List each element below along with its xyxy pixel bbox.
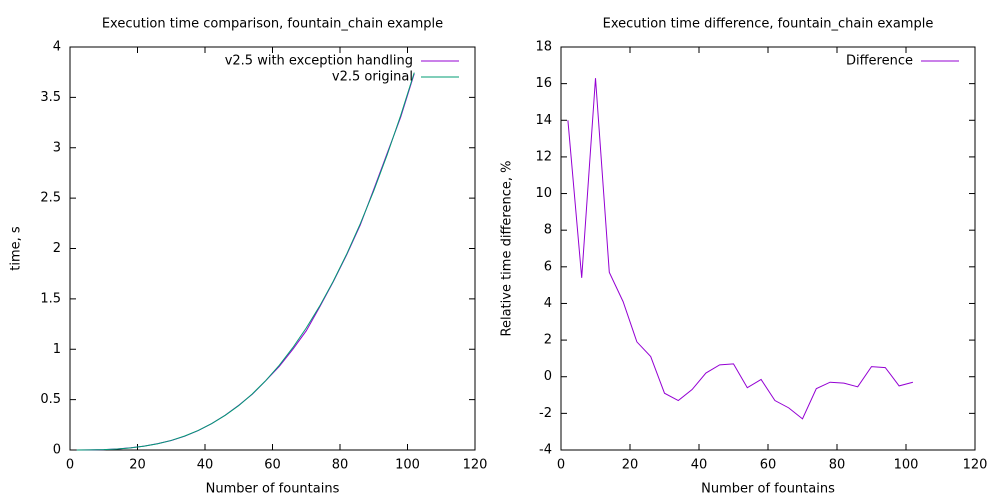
legend-label: Difference	[846, 54, 913, 69]
y-tick-label: 10	[535, 186, 552, 201]
x-tick-label: 80	[829, 458, 846, 473]
x-tick-label: 120	[463, 458, 488, 473]
y-tick-label: 0.5	[40, 392, 61, 407]
chart-title: Execution time comparison, fountain_chai…	[102, 17, 443, 32]
x-tick-label: 100	[894, 458, 919, 473]
y-tick-label: 2	[544, 333, 552, 348]
legend-label: v2.5 original	[332, 70, 413, 85]
x-tick-label: 60	[264, 458, 281, 473]
y-tick-label: 4	[544, 296, 552, 311]
x-tick-label: 0	[557, 458, 565, 473]
x-tick-label: 100	[395, 458, 420, 473]
y-tick-label: 6	[544, 259, 552, 274]
x-tick-label: 80	[332, 458, 349, 473]
x-axis-label: Number of fountains	[206, 482, 340, 497]
chart-title: Execution time difference, fountain_chai…	[603, 17, 934, 32]
plot-border	[69, 46, 476, 451]
x-tick-label: 40	[197, 458, 214, 473]
y-tick-label: 1.5	[40, 291, 61, 306]
x-tick-label: 0	[66, 458, 74, 473]
x-tick-label: 120	[963, 458, 988, 473]
y-tick-label: 16	[535, 76, 552, 91]
y-tick-label: -2	[539, 406, 552, 421]
y-tick-label: 8	[544, 223, 552, 238]
series-line	[76, 72, 415, 451]
series-line	[76, 73, 415, 451]
y-tick-label: 14	[535, 113, 552, 128]
x-tick-label: 20	[129, 458, 146, 473]
y-tick-label: 4	[53, 40, 61, 55]
y-tick-label: 0	[544, 369, 552, 384]
x-tick-label: 60	[760, 458, 777, 473]
x-tick-label: 40	[691, 458, 708, 473]
y-axis-label: Relative time difference, %	[500, 161, 515, 337]
y-tick-label: -4	[539, 443, 552, 458]
y-tick-label: 18	[535, 40, 552, 55]
y-tick-label: 3	[53, 140, 61, 155]
series-line	[567, 78, 914, 420]
y-tick-label: 3.5	[40, 90, 61, 105]
y-tick-label: 2	[53, 241, 61, 256]
x-axis-label: Number of fountains	[701, 482, 835, 497]
y-tick-label: 12	[535, 149, 552, 164]
y-tick-label: 1	[53, 342, 61, 357]
x-tick-label: 20	[622, 458, 639, 473]
y-tick-label: 2.5	[40, 191, 61, 206]
y-axis-label: time, s	[9, 226, 24, 271]
y-tick-label: 0	[53, 443, 61, 458]
legend-label: v2.5 with exception handling	[225, 54, 413, 69]
